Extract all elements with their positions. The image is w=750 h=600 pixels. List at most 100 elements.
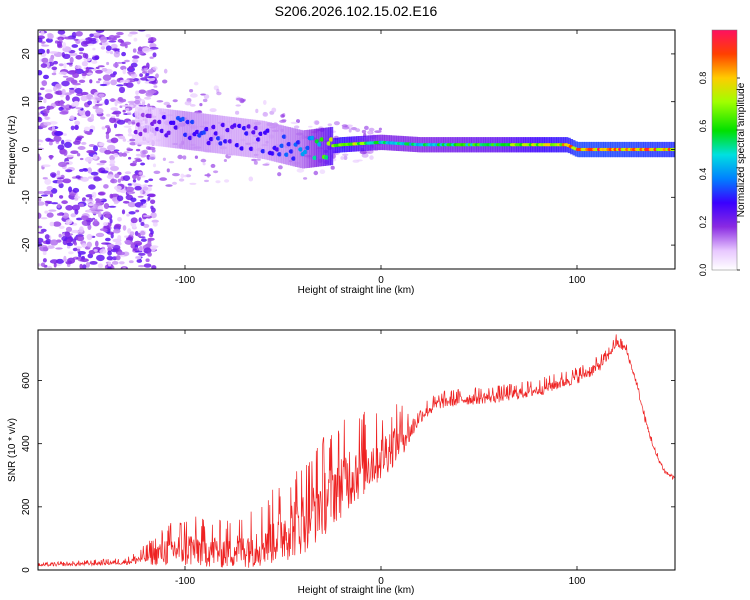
heatmap-cell bbox=[70, 125, 75, 131]
heatmap-cell bbox=[137, 232, 141, 238]
heatmap-cell bbox=[97, 192, 105, 196]
heatmap-cell bbox=[40, 30, 45, 36]
heatmap-cell bbox=[87, 43, 95, 46]
heatmap-cell bbox=[138, 236, 146, 239]
heatmap-cell bbox=[59, 111, 69, 115]
heatmap-cell bbox=[38, 237, 44, 244]
heatmap-cell bbox=[45, 238, 52, 245]
heatmap-cell bbox=[140, 230, 146, 236]
heatmap-cell bbox=[103, 184, 109, 189]
heatmap-cell bbox=[283, 125, 287, 165]
heatmap-cell bbox=[43, 98, 47, 104]
heatmap-cell bbox=[218, 141, 224, 146]
heatmap-cell bbox=[59, 99, 64, 106]
heatmap-cell bbox=[80, 95, 88, 102]
heatmap-cell bbox=[140, 154, 149, 157]
heatmap-cell bbox=[143, 184, 148, 187]
heatmap-cell bbox=[147, 240, 152, 247]
heatmap-cell bbox=[63, 255, 67, 262]
heatmap-cell bbox=[303, 177, 308, 180]
heatmap-cell bbox=[302, 130, 305, 169]
heatmap-cell bbox=[143, 263, 152, 268]
heatmap-cell bbox=[266, 121, 270, 161]
heatmap-cell bbox=[124, 44, 128, 49]
heatmap-cell bbox=[328, 137, 334, 142]
heatmap-cell bbox=[222, 115, 225, 155]
snr-marks bbox=[38, 334, 675, 568]
heatmap-cell bbox=[62, 42, 67, 49]
heatmap-cell bbox=[288, 149, 294, 154]
heatmap-cell bbox=[89, 261, 98, 265]
heatmap-cell bbox=[38, 48, 46, 54]
heatmap-cell bbox=[263, 100, 267, 105]
heatmap-cell bbox=[239, 146, 245, 151]
heatmap-cell bbox=[246, 124, 252, 129]
heatmap-cell bbox=[286, 142, 292, 147]
heatmap-cell bbox=[209, 108, 217, 113]
heatmap-cell bbox=[44, 200, 53, 203]
heatmap-cell bbox=[128, 260, 134, 264]
heatmap-cell bbox=[140, 199, 147, 204]
heatmap-cell bbox=[145, 34, 151, 38]
heatmap-cell bbox=[284, 152, 289, 157]
heatmap-cell bbox=[138, 217, 142, 223]
heatmap-cell bbox=[100, 170, 109, 174]
heatmap-cell bbox=[135, 209, 140, 213]
heatmap-cell bbox=[172, 173, 180, 177]
heatmap-cell bbox=[55, 90, 64, 95]
heatmap-cell bbox=[74, 120, 81, 126]
heatmap-cell bbox=[111, 48, 120, 51]
heatmap-cell bbox=[42, 177, 48, 180]
heatmap-cell bbox=[98, 142, 105, 147]
heatmap-cell bbox=[71, 44, 79, 48]
heatmap-cell bbox=[82, 264, 87, 269]
heatmap-cell bbox=[113, 62, 119, 68]
heatmap-cell bbox=[72, 82, 81, 86]
heatmap-cell bbox=[130, 197, 137, 203]
heatmap-cell bbox=[144, 180, 149, 183]
heatmap-cell bbox=[132, 55, 140, 59]
colorbar-tick-label: 0.6 bbox=[698, 120, 708, 133]
heatmap-cell bbox=[75, 246, 82, 249]
heatmap-cell bbox=[91, 96, 96, 100]
heatmap-cell bbox=[92, 217, 96, 220]
heatmap-cell bbox=[135, 148, 141, 152]
heatmap-cell bbox=[126, 111, 132, 115]
heatmap-cell bbox=[172, 109, 176, 149]
heatmap-cell bbox=[106, 174, 115, 180]
heatmap-cell bbox=[163, 108, 167, 147]
heatmap-cell bbox=[61, 88, 66, 96]
heatmap-cell bbox=[108, 205, 117, 208]
heatmap-cell bbox=[313, 170, 319, 176]
heatmap-cell bbox=[93, 99, 97, 105]
y-tick-label: 600 bbox=[21, 372, 32, 389]
heatmap-cell bbox=[347, 124, 353, 127]
heatmap-cell bbox=[121, 209, 126, 215]
heatmap-cell bbox=[269, 122, 273, 161]
heatmap-cell bbox=[210, 163, 216, 168]
heatmap-cell bbox=[259, 120, 263, 159]
heatmap-cell bbox=[131, 121, 136, 125]
heatmap-cell bbox=[146, 76, 155, 79]
colorbar-frame bbox=[711, 29, 738, 271]
heatmap-cell bbox=[213, 131, 219, 136]
heatmap-cell bbox=[122, 68, 127, 75]
heatmap-cell bbox=[111, 112, 119, 115]
heatmap-cell bbox=[98, 78, 102, 81]
heatmap-cell bbox=[138, 171, 143, 175]
heatmap-cell bbox=[150, 205, 154, 210]
heatmap-cell bbox=[105, 45, 112, 51]
heatmap-cell bbox=[223, 159, 227, 162]
y-tick-label: 400 bbox=[21, 435, 32, 452]
x-tick-label: -100 bbox=[175, 275, 195, 286]
heatmap-cell bbox=[38, 231, 45, 234]
heatmap-cell bbox=[58, 233, 62, 238]
heatmap-cell bbox=[194, 155, 198, 159]
heatmap-cell bbox=[279, 119, 287, 123]
heatmap-cell bbox=[341, 124, 348, 128]
heatmap-cell bbox=[364, 125, 369, 130]
heatmap-cell bbox=[72, 72, 79, 79]
heatmap-cell bbox=[340, 156, 345, 160]
y-tick-label: -20 bbox=[21, 237, 32, 252]
heatmap-cell bbox=[58, 63, 64, 67]
